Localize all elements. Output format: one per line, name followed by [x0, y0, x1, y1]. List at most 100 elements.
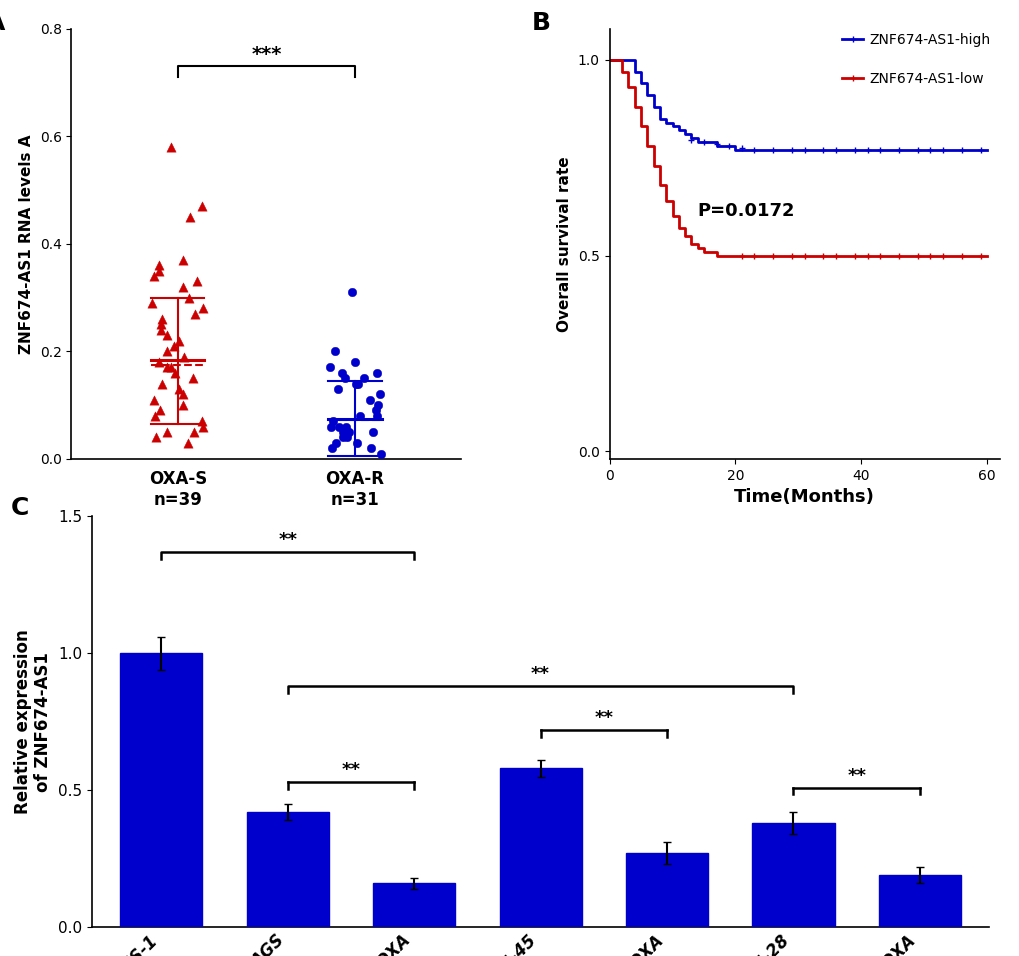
Point	[154, 376, 170, 391]
Point	[175, 398, 192, 413]
Point	[890, 142, 906, 158]
Bar	[626, 854, 707, 927]
Point	[174, 387, 191, 402]
Point	[189, 273, 205, 289]
Point	[324, 441, 340, 456]
Point	[368, 402, 384, 418]
Point	[154, 312, 170, 327]
Point	[971, 248, 987, 263]
Point	[347, 376, 364, 391]
Point	[179, 435, 196, 450]
Point	[933, 142, 950, 158]
Point	[707, 137, 723, 152]
Point	[159, 328, 175, 343]
Point	[971, 142, 987, 158]
Point	[187, 306, 204, 321]
Point	[745, 248, 761, 263]
Point	[369, 408, 385, 424]
Point	[325, 414, 341, 429]
Point	[185, 424, 202, 440]
Point	[336, 371, 353, 386]
Point	[337, 419, 354, 434]
Point	[783, 248, 799, 263]
Point	[175, 279, 192, 294]
Point	[871, 142, 888, 158]
Point	[180, 290, 197, 305]
Bar	[373, 883, 454, 927]
Point	[150, 355, 166, 370]
Point	[846, 248, 862, 263]
Point	[733, 141, 749, 156]
Point	[163, 140, 179, 155]
Text: C: C	[11, 495, 30, 520]
Point	[327, 435, 343, 450]
Point	[162, 359, 178, 375]
Point	[170, 381, 186, 397]
Y-axis label: Overall survival rate: Overall survival rate	[556, 156, 572, 332]
Point	[146, 269, 162, 284]
Text: P=0.0172: P=0.0172	[697, 203, 795, 221]
Point	[356, 371, 372, 386]
Point	[152, 402, 168, 418]
Point	[195, 300, 211, 315]
Bar	[120, 653, 202, 927]
Point	[796, 142, 812, 158]
Point	[372, 445, 388, 461]
Point	[330, 419, 346, 434]
Point	[352, 408, 368, 424]
Point	[814, 142, 830, 158]
Text: **: **	[531, 665, 549, 684]
Point	[745, 142, 761, 158]
Point	[827, 248, 844, 263]
Y-axis label: ZNF674-AS1 RNA levels A: ZNF674-AS1 RNA levels A	[19, 134, 34, 354]
Point	[326, 344, 342, 359]
Point	[147, 408, 163, 424]
Point	[363, 441, 379, 456]
Point	[764, 248, 781, 263]
Point	[858, 142, 874, 158]
Point	[370, 398, 386, 413]
Point	[333, 365, 350, 380]
Bar	[878, 876, 960, 927]
Point	[195, 419, 211, 434]
Point	[814, 248, 830, 263]
Point	[890, 248, 906, 263]
Point	[322, 419, 338, 434]
Point	[953, 142, 969, 158]
Point	[148, 430, 164, 445]
Point	[151, 263, 167, 278]
Point	[361, 392, 377, 407]
Point	[683, 133, 699, 148]
Point	[330, 381, 346, 397]
Point	[827, 142, 844, 158]
Point	[720, 139, 737, 154]
Point	[339, 430, 356, 445]
Bar	[752, 823, 834, 927]
Point	[368, 365, 384, 380]
Text: **: **	[594, 709, 612, 728]
Point	[175, 349, 192, 364]
Point	[194, 414, 210, 429]
Point	[871, 248, 888, 263]
Point	[158, 359, 174, 375]
Y-axis label: Relative expression
of ZNF674-AS1: Relative expression of ZNF674-AS1	[13, 629, 52, 815]
Point	[158, 344, 174, 359]
Point	[796, 248, 812, 263]
Legend: ZNF674-AS1-high, ZNF674-AS1-low: ZNF674-AS1-high, ZNF674-AS1-low	[836, 27, 996, 91]
Point	[909, 142, 925, 158]
Point	[372, 387, 388, 402]
Point	[953, 248, 969, 263]
Text: ***: ***	[251, 45, 281, 64]
Point	[171, 333, 187, 348]
Bar	[499, 769, 581, 927]
Point	[184, 371, 201, 386]
Text: **: **	[847, 767, 865, 785]
Point	[858, 248, 874, 263]
Point	[159, 424, 175, 440]
Point	[174, 252, 191, 268]
Point	[153, 316, 169, 332]
Point	[733, 248, 749, 263]
Text: B: B	[531, 11, 550, 35]
Point	[343, 285, 360, 300]
Text: **: **	[278, 532, 297, 549]
